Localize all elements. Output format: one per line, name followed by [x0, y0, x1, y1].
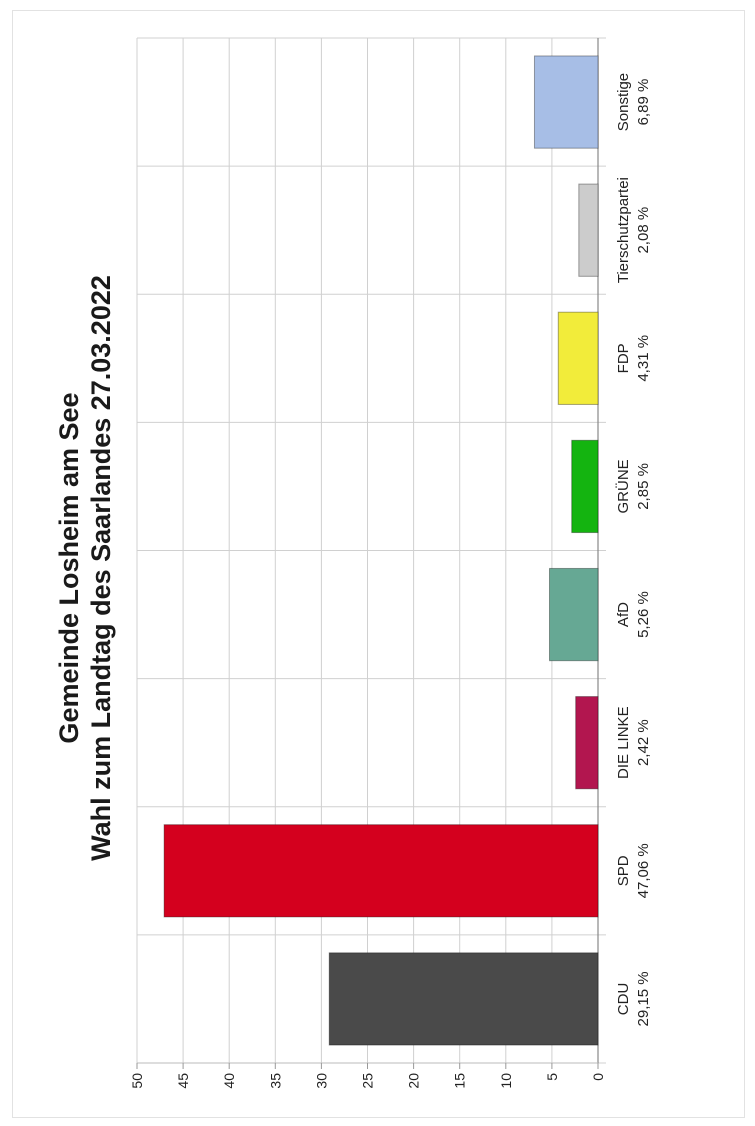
tick-label: 30: [313, 1073, 329, 1089]
tick-label: 5: [544, 1073, 560, 1081]
bar-die-linke: [575, 696, 599, 790]
category-label: Sonstige: [615, 73, 632, 131]
tick-label: 25: [360, 1073, 376, 1089]
tick-label: 20: [406, 1073, 422, 1089]
value-label: 29,15 %: [635, 971, 652, 1026]
tick-label: 40: [221, 1073, 237, 1089]
title-group: Gemeinde Losheim am See Wahl zum Landtag…: [54, 275, 116, 861]
bar-sonstige: [533, 55, 599, 149]
value-label: 2,85 %: [635, 463, 652, 510]
tick-layer: 0 5 10 15 20 25 30 35 40 45 50: [129, 1063, 606, 1089]
value-label: 6,89 %: [635, 79, 652, 126]
value-label: 2,42 %: [635, 719, 652, 766]
tick-label: 45: [175, 1073, 191, 1089]
category-label: Tierschutzpartei: [615, 177, 632, 283]
bar-gr-ne: [571, 439, 599, 534]
bar-afd: [549, 567, 599, 662]
value-label: 2,08 %: [635, 207, 652, 254]
value-label: 5,26 %: [635, 591, 652, 638]
category-label: DIE LINKE: [615, 706, 632, 779]
chart-frame: [12, 10, 745, 1118]
category-label: SPD: [615, 855, 632, 886]
bar-cdu: [328, 952, 599, 1046]
category-label: FDP: [615, 343, 632, 373]
chart-title: Gemeinde Losheim am See: [54, 392, 84, 743]
tick-label: 50: [129, 1073, 145, 1089]
category-label: CDU: [615, 983, 632, 1016]
value-label: 4,31 %: [635, 335, 652, 382]
bar-layer: [163, 55, 599, 1046]
bar-spd: [163, 824, 599, 918]
category-layer: CDU 29,15 % SPD 47,06 % DIE LINKE 2,42 % AfD 5,…: [614, 73, 652, 1027]
tick-label: 15: [452, 1073, 468, 1089]
category-label: GRÜNE: [614, 459, 632, 513]
tick-label: 10: [498, 1073, 514, 1089]
bar-fdp: [557, 311, 599, 405]
bar-tierschutzpartei: [578, 183, 599, 277]
tick-label: 35: [267, 1073, 283, 1089]
chart-subtitle: Wahl zum Landtag des Saarlandes 27.03.20…: [86, 275, 116, 861]
category-label: AfD: [615, 602, 632, 627]
value-label: 47,06 %: [635, 843, 652, 898]
tick-label: 0: [590, 1073, 606, 1081]
